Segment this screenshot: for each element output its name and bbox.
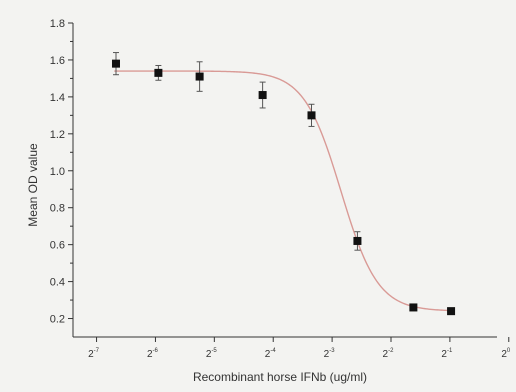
- fit-curve-layer: [114, 70, 453, 312]
- data-marker: [195, 72, 204, 81]
- data-point: [111, 52, 120, 76]
- y-tick-label: 0.8: [50, 203, 65, 215]
- data-marker: [409, 303, 418, 312]
- data-marker: [307, 111, 316, 120]
- data-marker: [111, 59, 120, 68]
- axes: 0.2 0.4 0.6 0.8 1.0 1.2 1.4 1.6 1.8 2-7 2-6 2-5 2-4 2…: [50, 18, 511, 360]
- y-tick-label: 1.6: [50, 55, 65, 67]
- data-marker: [154, 68, 163, 77]
- y-tick-label: 1.8: [50, 18, 65, 30]
- y-tick-label: 1.0: [50, 166, 65, 178]
- data-point: [307, 103, 316, 127]
- y-tick-label: 1.4: [50, 92, 65, 104]
- x-tick-label: 2-6: [147, 348, 159, 360]
- x-tick-label: 2-5: [206, 348, 218, 360]
- x-tick-label: 20: [501, 348, 511, 360]
- data-marker: [258, 91, 267, 100]
- data-points-layer: [111, 52, 456, 316]
- data-point: [409, 303, 418, 312]
- y-tick-label: 0.6: [50, 240, 65, 252]
- y-tick-label: 1.2: [50, 129, 65, 141]
- fit-curve: [114, 70, 453, 312]
- x-tick-label: 2-7: [88, 348, 100, 360]
- x-tick-label: 2-2: [383, 348, 395, 360]
- y-tick-label: 0.2: [50, 314, 65, 326]
- data-point: [447, 307, 456, 316]
- x-tick-label: 2-3: [324, 348, 336, 360]
- x-tick-label: 2-1: [441, 348, 453, 360]
- y-axis-title: Mean OD value: [26, 143, 40, 227]
- data-point: [195, 61, 204, 92]
- data-marker: [353, 236, 362, 245]
- x-tick-label: 2-4: [265, 348, 277, 360]
- y-tick-label: 0.4: [50, 277, 65, 289]
- data-point: [258, 81, 267, 109]
- data-marker: [447, 307, 456, 316]
- data-point: [154, 64, 163, 81]
- x-axis-title: Recombinant horse IFNb (ug/ml): [193, 370, 367, 384]
- data-point: [353, 231, 362, 251]
